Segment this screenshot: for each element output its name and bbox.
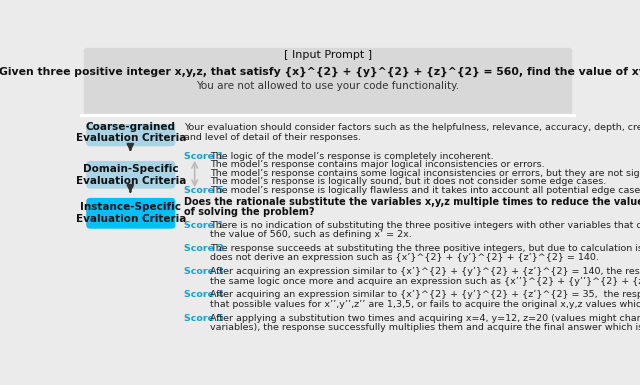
- Text: The model’s response contains some logical inconsistencies or errors, but they a: The model’s response contains some logic…: [210, 169, 640, 178]
- Text: and level of detail of their responses.: and level of detail of their responses.: [184, 133, 361, 142]
- FancyBboxPatch shape: [86, 198, 175, 229]
- Text: Score 4: Score 4: [184, 290, 224, 300]
- Text: does not derive an expression such as {x’}^{2} + {y’}^{2} + {z’}^{2} = 140.: does not derive an expression such as {x…: [210, 253, 599, 263]
- Text: After acquiring an expression similar to {x’}^{2} + {y’}^{2} + {z’}^{2} = 140, t: After acquiring an expression similar to…: [210, 267, 640, 276]
- Text: Does the rationale substitute the variables x,y,z multiple times to reduce the v: Does the rationale substitute the variab…: [184, 197, 640, 207]
- Text: The response succeeds at substituting the three positive integers, but due to ca: The response succeeds at substituting th…: [210, 244, 640, 253]
- Text: that possible values for x’’,y’’,z’’ are 1,3,5, or fails to acquire the original: that possible values for x’’,y’’,z’’ are…: [210, 300, 640, 309]
- Text: The model’s response is logically flawless and it takes into account all potenti: The model’s response is logically flawle…: [210, 186, 640, 195]
- Text: Your evaluation should consider factors such as the helpfulness, relevance, accu: Your evaluation should consider factors …: [184, 123, 640, 132]
- Text: Coarse-grained
Evaluation Criteria: Coarse-grained Evaluation Criteria: [76, 122, 186, 143]
- Text: Score 1: Score 1: [184, 152, 224, 161]
- Text: Given three positive integer x,y,z, that satisfy {x}^{2} + {y}^{2} + {z}^{2} = 5: Given three positive integer x,y,z, that…: [0, 67, 640, 77]
- FancyBboxPatch shape: [86, 161, 175, 189]
- Text: Score 5: Score 5: [184, 313, 223, 323]
- Text: The model’s response contains major logical inconsistencies or errors.: The model’s response contains major logi…: [210, 160, 545, 169]
- Text: Instance-Specific
Evaluation Criteria: Instance-Specific Evaluation Criteria: [76, 203, 186, 224]
- Text: Score 2: Score 2: [184, 244, 224, 253]
- Text: After acquiring an expression similar to {x’}^{2} + {y’}^{2} + {z’}^{2} = 35,  t: After acquiring an expression similar to…: [210, 290, 640, 300]
- FancyBboxPatch shape: [86, 119, 175, 146]
- Text: After applying a substitution two times and acquiring x=4, y=12, z=20 (values mi: After applying a substitution two times …: [210, 313, 640, 323]
- Text: The model’s response is logically sound, but it does not consider some edge case: The model’s response is logically sound,…: [210, 177, 607, 186]
- Text: Score 3: Score 3: [184, 267, 223, 276]
- Text: You are not allowed to use your code functionality.: You are not allowed to use your code fun…: [196, 81, 460, 91]
- Text: [ Input Prompt ]: [ Input Prompt ]: [284, 50, 372, 60]
- Text: variables), the response successfully multiplies them and acquire the final answ: variables), the response successfully mu…: [210, 323, 640, 332]
- Text: the same logic once more and acquire an expression such as {x’’}^{2} + {y’’}^{2}: the same logic once more and acquire an …: [210, 276, 640, 286]
- Text: Domain-Specific
Evaluation Criteria: Domain-Specific Evaluation Criteria: [76, 164, 186, 186]
- Text: The logic of the model’s response is completely incoherent.: The logic of the model’s response is com…: [210, 152, 494, 161]
- Text: of solving the problem?: of solving the problem?: [184, 207, 314, 217]
- Text: There is no indication of substituting the three positive integers with other va: There is no indication of substituting t…: [210, 221, 640, 230]
- Text: Score 5: Score 5: [184, 186, 223, 195]
- Text: the value of 560, such as defining x’ = 2x.: the value of 560, such as defining x’ = …: [210, 230, 412, 239]
- FancyBboxPatch shape: [84, 48, 572, 116]
- Text: Score 1: Score 1: [184, 221, 224, 230]
